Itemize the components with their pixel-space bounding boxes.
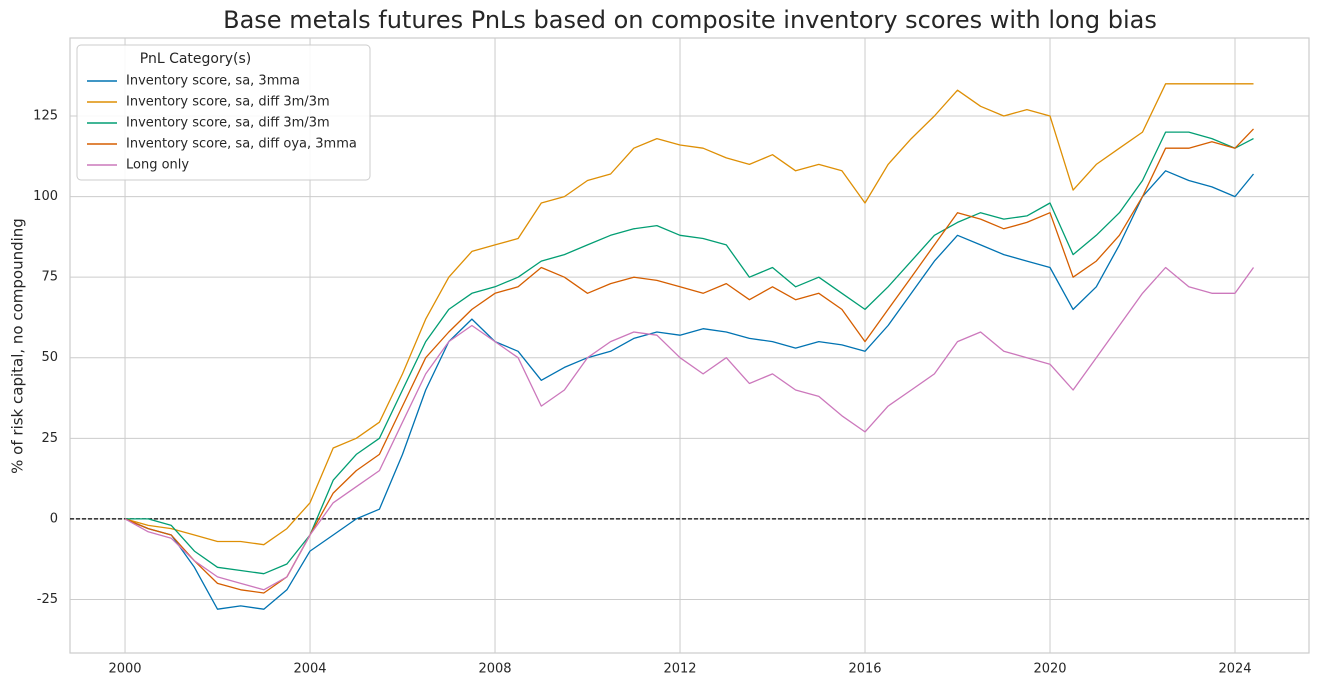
y-axis-label: % of risk capital, no compounding [9,218,27,474]
series-line [125,131,1254,575]
x-tick-label: 2004 [293,662,326,677]
y-tick-label: 25 [41,431,58,446]
x-tick-label: 2016 [848,662,881,677]
y-tick-label: 125 [33,109,58,124]
legend-label: Long only [126,158,189,173]
legend-label: Inventory score, sa, diff 3m/3m [126,116,330,131]
series-line [124,128,1254,594]
plot-frame [69,37,1310,654]
x-tick-label: 2012 [663,662,696,677]
legend-label: Inventory score, sa, diff 3m/3m [126,95,330,110]
legend-box [76,44,371,181]
legend-title: PnL Category(s) [140,51,252,67]
x-tick-label: 2008 [478,662,511,677]
x-tick-label: 2000 [108,662,141,677]
y-tick-label: 0 [50,511,58,526]
y-tick-label: 75 [41,270,58,285]
y-tick-label: 50 [41,350,58,365]
y-tick-label: 100 [33,189,58,204]
y-tick-label: -25 [37,592,58,607]
x-tick-label: 2020 [1033,662,1066,677]
x-tick-label: 2024 [1218,662,1251,677]
series-line [124,266,1255,591]
chart-title: Base metals futures PnLs based on compos… [223,6,1157,34]
series-line [124,170,1255,610]
legend-label: Inventory score, sa, diff oya, 3mma [126,137,357,152]
legend-label: Inventory score, sa, 3mma [126,74,300,89]
series-line [124,83,1254,546]
